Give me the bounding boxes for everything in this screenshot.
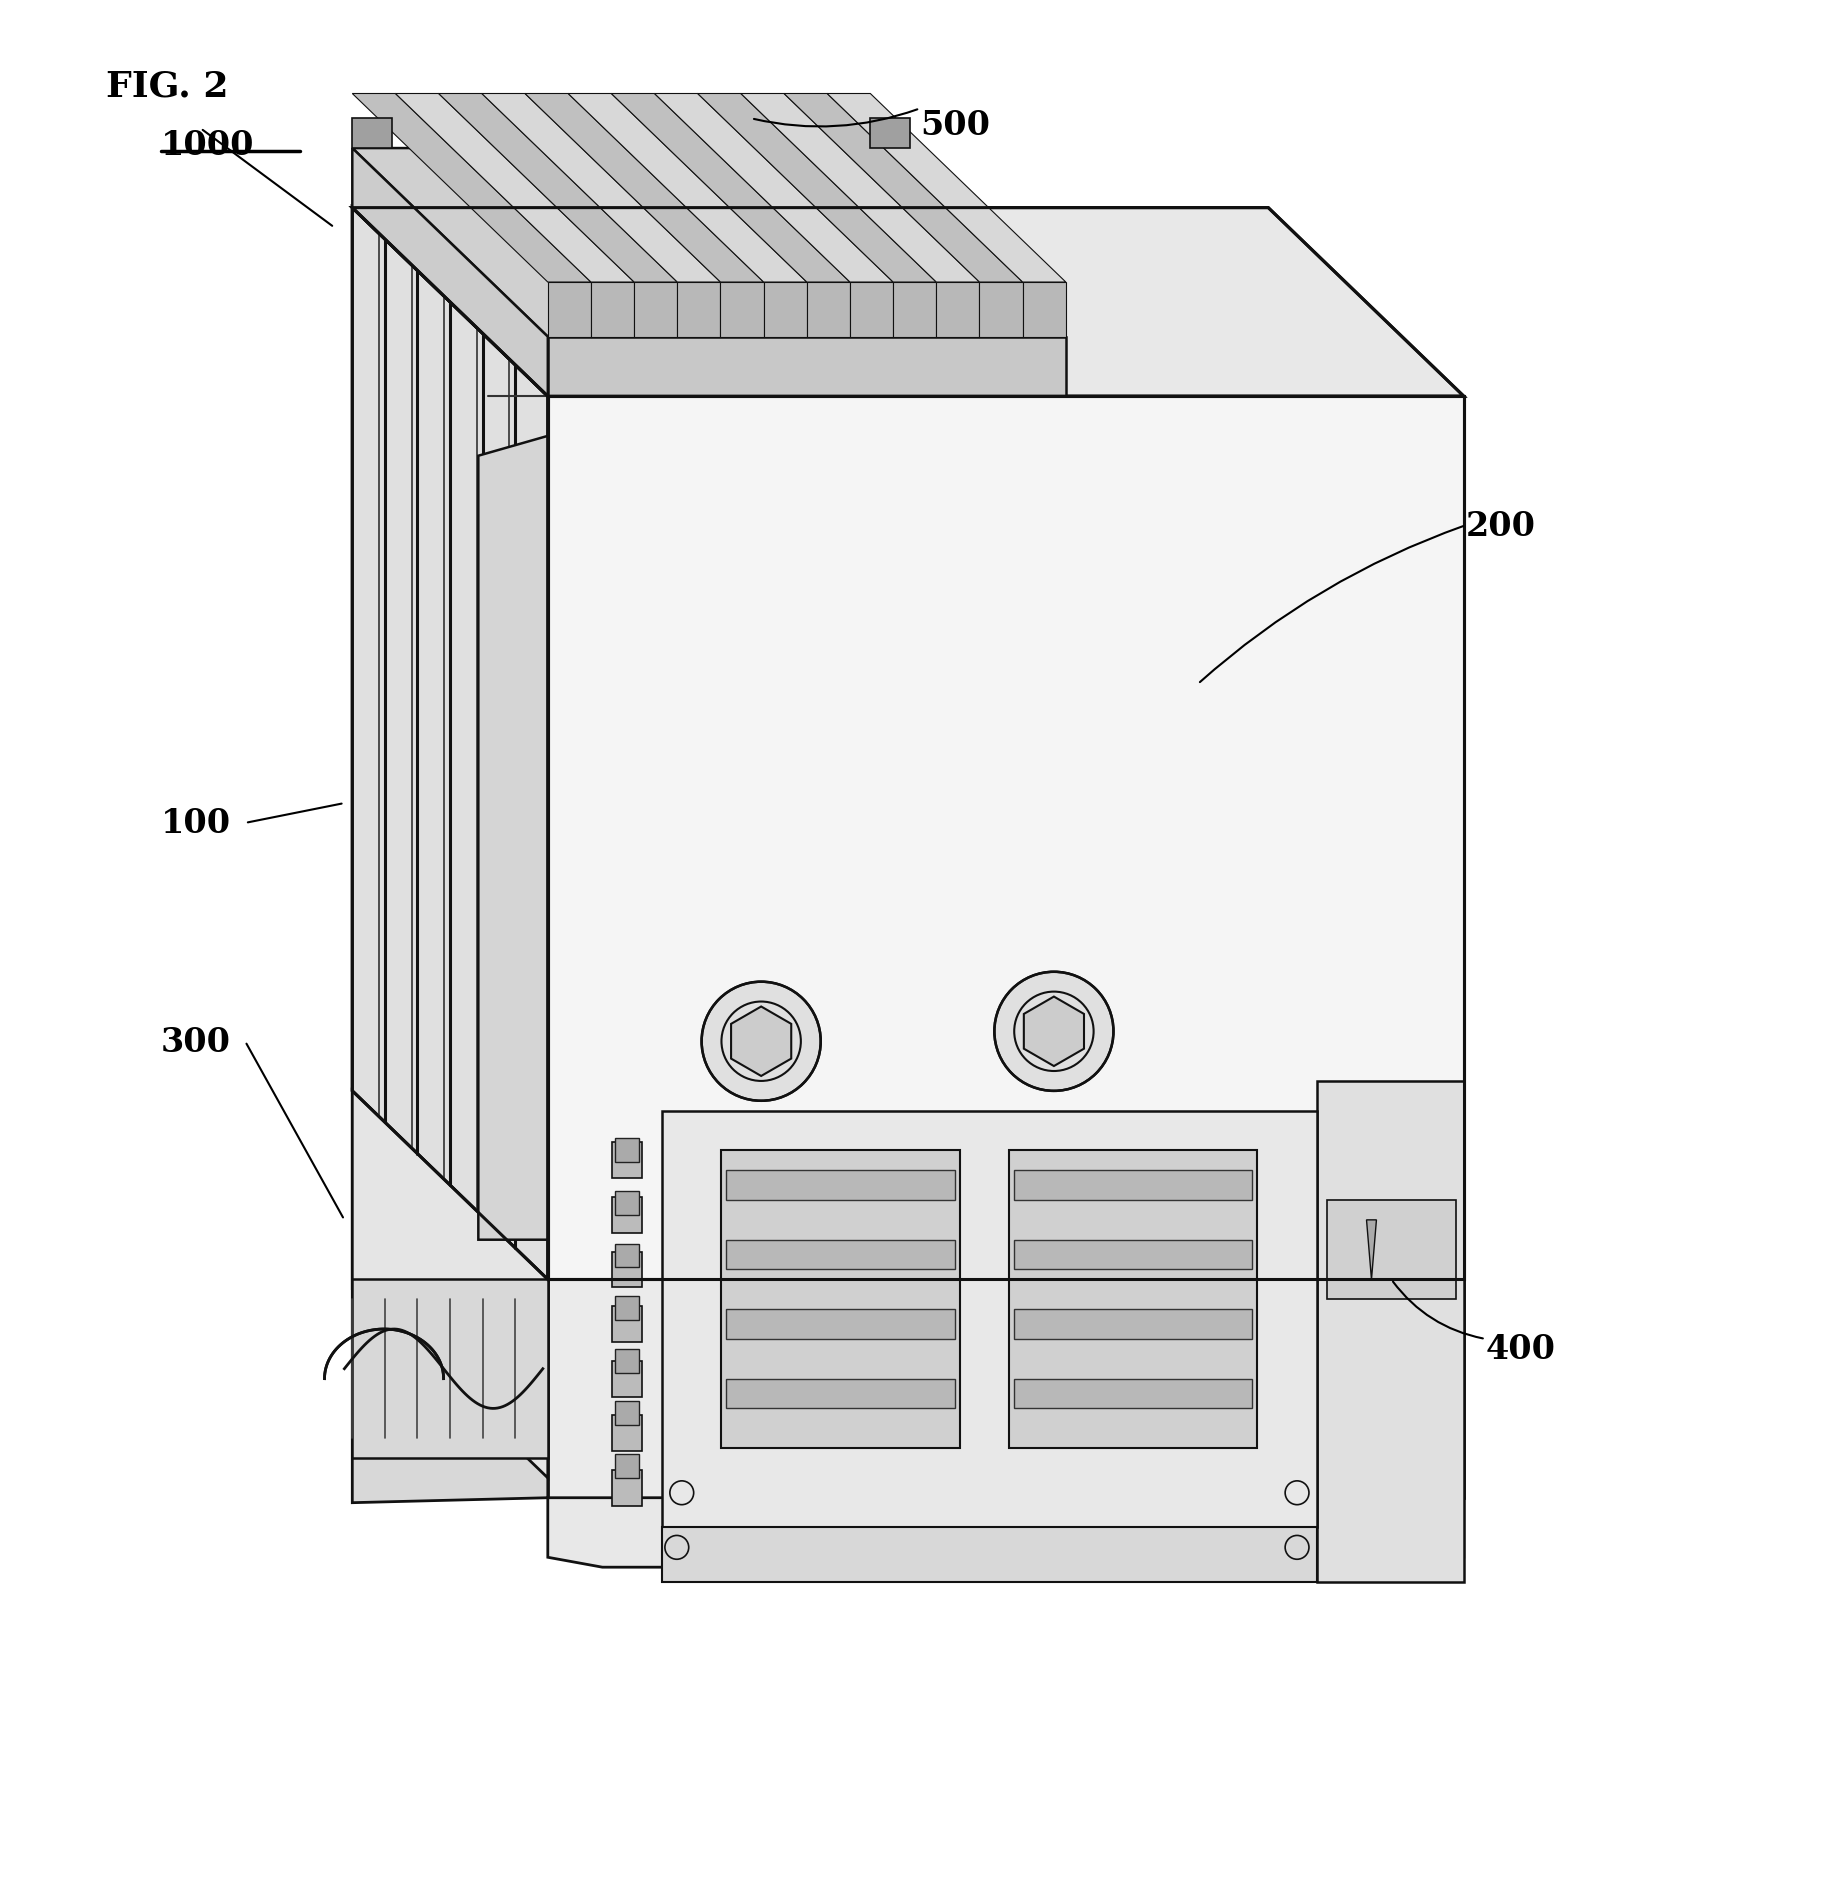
Polygon shape	[548, 1280, 1464, 1498]
Polygon shape	[613, 1142, 642, 1178]
Polygon shape	[807, 282, 850, 337]
Polygon shape	[721, 1150, 960, 1449]
Polygon shape	[352, 1280, 548, 1459]
Polygon shape	[1022, 282, 1066, 337]
Text: 200: 200	[1465, 510, 1537, 542]
Polygon shape	[613, 1197, 642, 1233]
Polygon shape	[1009, 1150, 1257, 1449]
Polygon shape	[482, 94, 721, 282]
Polygon shape	[892, 282, 936, 337]
Polygon shape	[548, 337, 1066, 397]
Polygon shape	[1015, 1310, 1252, 1340]
Polygon shape	[613, 1306, 642, 1342]
Polygon shape	[741, 94, 980, 282]
Polygon shape	[568, 94, 807, 282]
Polygon shape	[613, 1470, 642, 1506]
Polygon shape	[697, 94, 936, 282]
Polygon shape	[721, 282, 763, 337]
Polygon shape	[827, 94, 1066, 282]
Polygon shape	[352, 1092, 548, 1504]
Polygon shape	[1015, 1240, 1252, 1270]
Polygon shape	[591, 282, 633, 337]
Circle shape	[701, 982, 821, 1101]
Polygon shape	[785, 94, 1022, 282]
Polygon shape	[763, 282, 807, 337]
Polygon shape	[613, 1252, 642, 1287]
Polygon shape	[613, 1361, 642, 1396]
Polygon shape	[980, 282, 1022, 337]
Text: 100: 100	[161, 807, 232, 839]
Polygon shape	[726, 1310, 954, 1340]
Polygon shape	[615, 1139, 639, 1163]
Polygon shape	[633, 282, 677, 337]
Polygon shape	[1024, 997, 1084, 1067]
Polygon shape	[438, 94, 677, 282]
Polygon shape	[613, 1415, 642, 1451]
Polygon shape	[548, 1498, 1464, 1568]
Polygon shape	[615, 1191, 639, 1216]
Polygon shape	[1327, 1201, 1456, 1300]
Polygon shape	[548, 397, 1464, 1280]
Polygon shape	[615, 1455, 639, 1477]
Polygon shape	[396, 94, 633, 282]
Polygon shape	[726, 1171, 954, 1201]
Polygon shape	[1015, 1171, 1252, 1201]
Polygon shape	[1318, 1082, 1464, 1583]
Polygon shape	[662, 1528, 1318, 1583]
Text: FIG. 2: FIG. 2	[106, 70, 228, 104]
Polygon shape	[615, 1297, 639, 1321]
Polygon shape	[352, 94, 591, 282]
Text: 1000: 1000	[161, 130, 254, 162]
Polygon shape	[611, 94, 850, 282]
Polygon shape	[726, 1240, 954, 1270]
Polygon shape	[615, 1244, 639, 1268]
Polygon shape	[655, 94, 892, 282]
Circle shape	[995, 973, 1113, 1092]
Polygon shape	[548, 282, 591, 337]
Polygon shape	[352, 149, 1066, 337]
Polygon shape	[871, 119, 911, 149]
Text: 500: 500	[920, 109, 989, 143]
Polygon shape	[615, 1402, 639, 1425]
Polygon shape	[936, 282, 980, 337]
Polygon shape	[352, 119, 392, 149]
Text: 300: 300	[161, 1026, 230, 1058]
Polygon shape	[732, 1007, 792, 1077]
Polygon shape	[662, 1110, 1318, 1528]
Polygon shape	[726, 1380, 954, 1408]
Polygon shape	[352, 1092, 548, 1477]
Polygon shape	[1367, 1220, 1376, 1280]
Polygon shape	[850, 282, 892, 337]
Polygon shape	[615, 1349, 639, 1374]
Polygon shape	[352, 209, 548, 1280]
Text: 400: 400	[1486, 1332, 1555, 1366]
Polygon shape	[677, 282, 721, 337]
Polygon shape	[352, 149, 548, 397]
Polygon shape	[1015, 1380, 1252, 1408]
Polygon shape	[478, 437, 548, 1240]
Polygon shape	[352, 209, 1464, 397]
Polygon shape	[526, 94, 763, 282]
